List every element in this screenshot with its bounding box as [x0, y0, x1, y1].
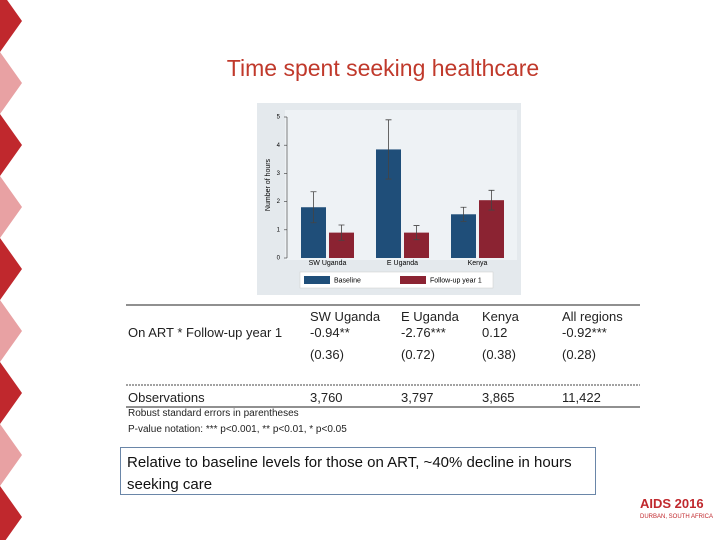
column-header: E Uganda: [401, 309, 459, 324]
cell: 0.12: [482, 325, 508, 340]
error-bar: [488, 189, 495, 211]
error-bar: [413, 225, 420, 241]
decoration-triangle: [0, 486, 22, 540]
x-tick-label: SW Uganda: [309, 260, 347, 267]
decoration-triangle: [0, 52, 22, 114]
note: P-value notation: *** p<0.001, ** p<0.01…: [128, 424, 347, 435]
cell: (0.28): [562, 347, 596, 362]
x-tick-label: Kenya: [468, 260, 488, 267]
error-bar: [385, 119, 392, 180]
decoration-triangle: [0, 238, 22, 300]
column-header: SW Uganda: [310, 309, 381, 324]
slide-title: Time spent seeking healthcare: [226, 55, 540, 81]
decoration-triangle: [0, 0, 22, 52]
row-label: Observations: [128, 390, 205, 405]
y-tick-label: 5: [277, 115, 281, 121]
error-bar: [460, 206, 467, 222]
decoration-triangle: [0, 300, 22, 362]
cell: -2.76***: [401, 325, 446, 340]
cell: -0.92***: [562, 325, 607, 340]
cell: 11,422: [562, 390, 601, 405]
decoration-triangle: [0, 424, 22, 486]
y-tick-label: 1: [277, 227, 281, 233]
legend-swatch: [400, 276, 426, 284]
decoration-triangle: [0, 362, 22, 424]
cell: (0.36): [310, 347, 344, 362]
legend: [299, 271, 494, 289]
column-header: Kenya: [482, 309, 519, 324]
y-tick-label: 2: [277, 199, 281, 205]
decoration-triangle: [0, 114, 22, 176]
decoration-triangle: [0, 176, 22, 238]
y-tick-label: 0: [277, 256, 281, 262]
cell: 3,865: [482, 390, 515, 405]
legend-swatch: [304, 276, 330, 284]
callout: Relative to baseline levels for those on…: [120, 447, 596, 495]
error-bar: [310, 191, 317, 224]
legend-label: Baseline: [334, 277, 361, 284]
cell: (0.72): [401, 347, 435, 362]
cell: -0.94**: [310, 325, 350, 340]
cell: (0.38): [482, 347, 516, 362]
error-bar: [338, 224, 345, 241]
y-tick-label: 4: [277, 143, 281, 149]
logo-place: DURBAN, SOUTH AFRICA: [640, 514, 714, 520]
cell: 3,760: [310, 390, 343, 405]
x-tick-label: E Uganda: [387, 260, 418, 267]
note: Robust standard errors in parentheses: [128, 408, 299, 419]
row-label: On ART * Follow-up year 1: [128, 325, 283, 340]
column-header: All regions: [562, 309, 623, 324]
legend-label: Follow-up year 1: [430, 277, 482, 284]
cell: 3,797: [401, 390, 434, 405]
logo: AIDS 2016: [640, 496, 704, 511]
y-tick-label: 3: [277, 171, 281, 177]
y-axis-label: Number of hours: [265, 158, 272, 211]
